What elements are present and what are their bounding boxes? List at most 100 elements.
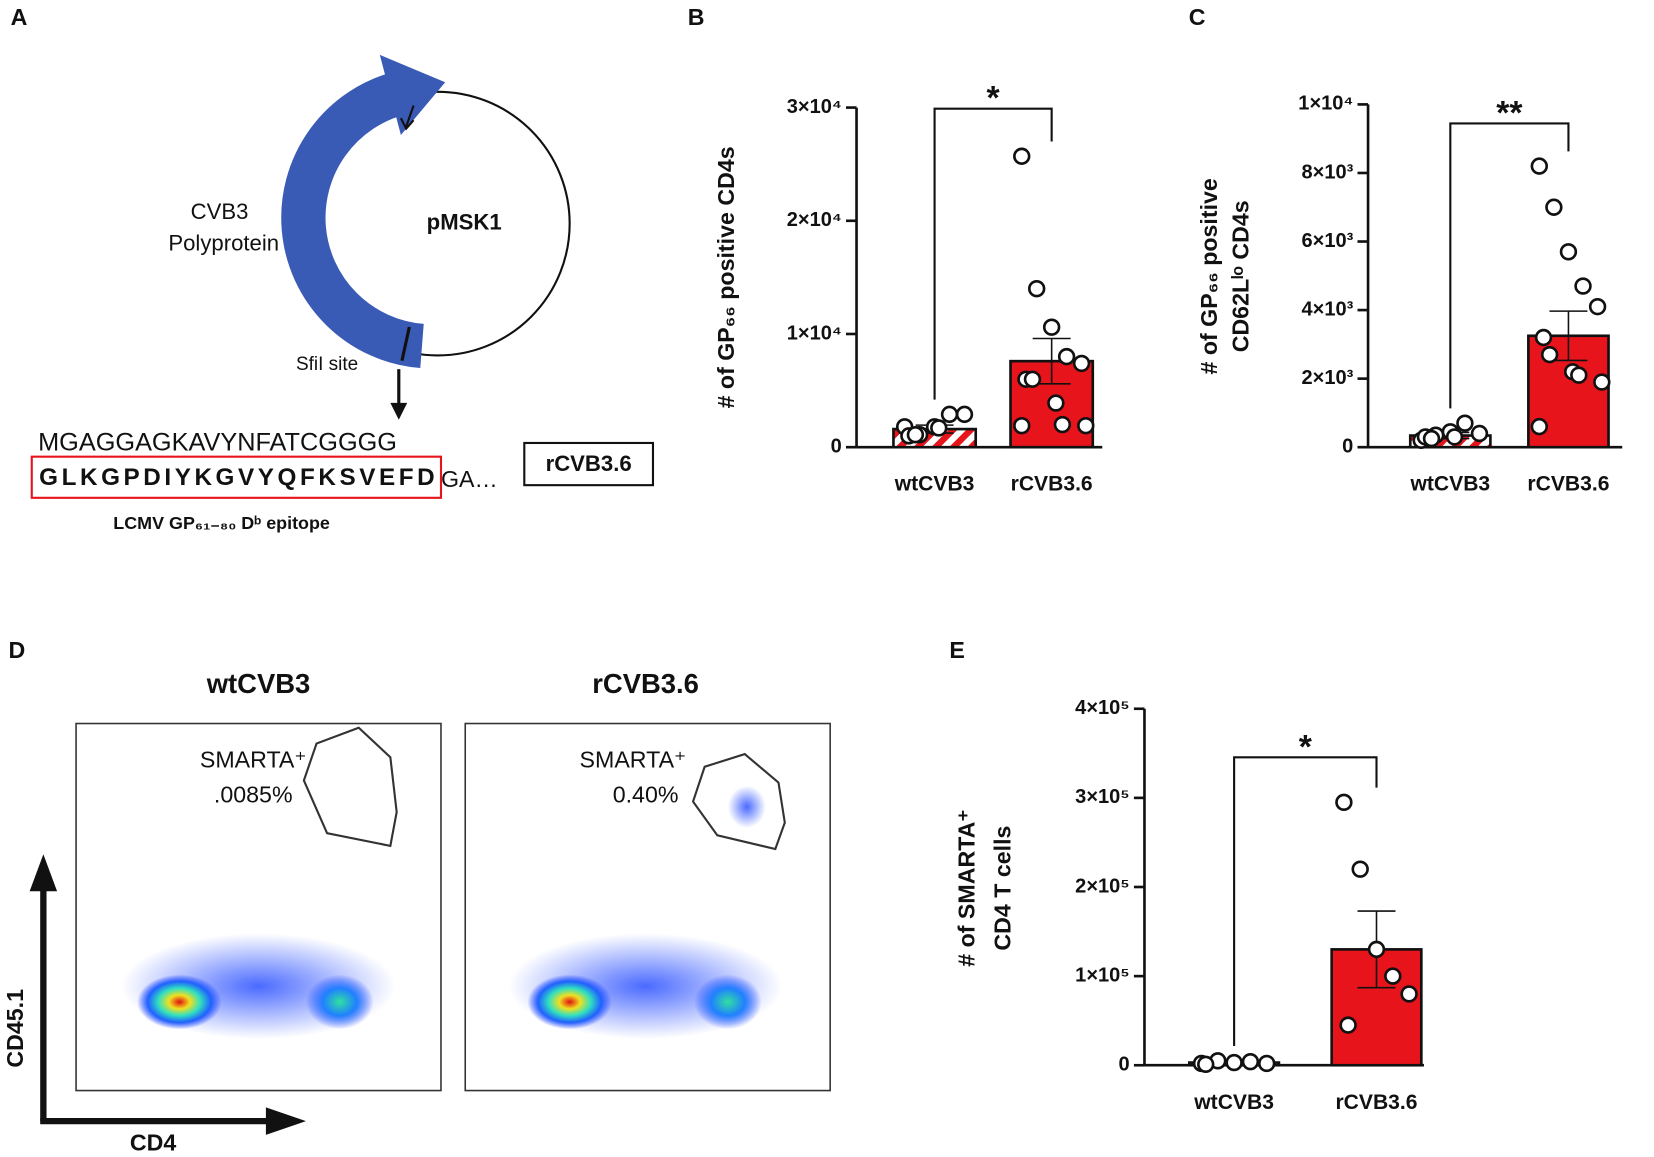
y-tick-label: 1×10⁴	[1298, 93, 1353, 115]
y-tick-label: 3×10⁴	[787, 96, 842, 118]
density-peak	[305, 974, 374, 1030]
data-point	[1422, 429, 1441, 448]
data-point	[1023, 370, 1042, 388]
data-point	[1540, 345, 1559, 364]
y-tick-label: 0	[831, 435, 842, 457]
plot-title: wtCVB3	[206, 668, 311, 699]
significance: *	[1299, 728, 1313, 766]
data-point	[1367, 940, 1386, 959]
construct-box	[523, 441, 655, 487]
site-mark	[400, 326, 411, 362]
arrow-head	[379, 54, 446, 136]
y-tick-label: 1×10⁴	[787, 322, 842, 344]
site-arrow-head	[390, 402, 408, 420]
x-tick-label: wtCVB3	[894, 473, 975, 496]
density-peak	[694, 974, 762, 1030]
epitope-box	[30, 455, 443, 499]
y-tick-label: 4×10⁵	[1075, 697, 1130, 719]
data-point	[1053, 415, 1072, 434]
data-point	[1530, 417, 1549, 436]
polyprotein-arrow	[281, 71, 425, 369]
x-tick-label: wtCVB3	[1193, 1091, 1274, 1114]
y-tick-label: 2×10⁴	[787, 209, 842, 231]
epitope-caption: LCMV GP₆₁₋₈₀ Dᵇ epitope	[113, 513, 330, 533]
arrow-label: Polyprotein	[168, 231, 279, 256]
data-point	[1258, 1054, 1276, 1073]
data-point	[1339, 1016, 1357, 1034]
panel-label: D	[9, 637, 26, 663]
y-tick-label: 6×10³	[1302, 230, 1354, 252]
gate-value: .0085%	[214, 781, 293, 807]
plasmid-name: pMSK1	[427, 209, 502, 234]
data-point	[1027, 280, 1046, 298]
data-point	[1400, 985, 1418, 1003]
y-axis-label: CD4 T cells	[989, 826, 1015, 951]
significance: *	[987, 79, 1001, 117]
data-point	[1335, 793, 1353, 812]
y-tick-label: 0	[1119, 1054, 1130, 1076]
data-point	[1013, 147, 1031, 165]
gate-label: SMARTA⁺	[580, 747, 687, 773]
data-point	[1225, 1053, 1243, 1072]
density-peak	[137, 974, 222, 1030]
significance: **	[1496, 94, 1523, 132]
data-point	[940, 405, 959, 424]
epitope: GLKGPDIYKGVYQFKSVEFD	[39, 464, 435, 491]
data-point	[1072, 354, 1091, 373]
data-point	[1077, 416, 1095, 435]
data-point	[1057, 347, 1076, 366]
data-point	[1593, 373, 1611, 391]
y-tick-label: 2×10³	[1302, 367, 1354, 389]
gate-value: 0.40%	[613, 781, 679, 807]
data-point	[1574, 277, 1592, 295]
panel-label: C	[1189, 4, 1206, 30]
data-point	[1384, 967, 1402, 985]
arrow-label: CVB3	[191, 199, 249, 224]
panel-label: E	[949, 637, 964, 663]
construct-label: rCVB3.6	[546, 451, 632, 476]
data-point	[1530, 157, 1549, 175]
data-point	[1570, 366, 1588, 384]
data-point	[1042, 318, 1061, 336]
data-point	[1456, 414, 1474, 432]
x-tick-label: rCVB3.6	[1335, 1091, 1417, 1114]
x-tick-label: rCVB3.6	[1527, 473, 1609, 496]
gate	[302, 726, 398, 848]
data-point	[906, 426, 925, 444]
data-point	[1545, 198, 1563, 216]
panel-label: B	[688, 4, 705, 30]
y-tick-label: 2×10⁵	[1075, 875, 1130, 897]
y-tick-label: 0	[1342, 435, 1353, 457]
x-tick-label: wtCVB3	[1410, 473, 1491, 496]
data-point	[1351, 860, 1369, 878]
y-axis-label: # of SMARTA⁺	[953, 809, 979, 966]
plot-title: rCVB3.6	[592, 668, 699, 699]
panel-label: A	[11, 4, 28, 30]
y-tick-label: 1×10⁵	[1075, 964, 1130, 986]
gate-label: SMARTA⁺	[200, 747, 307, 773]
density-peak	[527, 974, 612, 1030]
significance-bracket	[1449, 122, 1570, 409]
gate	[691, 752, 786, 851]
y-tick-label: 8×10³	[1302, 161, 1354, 183]
y-axis-label: CD62Lˡᵒ CD4s	[1228, 200, 1254, 352]
axis-arrow-head	[265, 1107, 306, 1135]
y-tick-label: 4×10³	[1302, 298, 1354, 320]
data-point	[1013, 416, 1031, 435]
small-arrow	[399, 105, 415, 131]
y-axis-label: # of GP₆₆ positive	[1196, 178, 1222, 374]
x-axis-label: CD4	[130, 1129, 176, 1155]
x-tick-label: rCVB3.6	[1011, 473, 1093, 496]
y-tick-label: 3×10⁵	[1075, 786, 1130, 808]
gate-cluster	[727, 785, 766, 828]
significance-bracket	[1233, 756, 1378, 1047]
data-point	[1588, 297, 1607, 316]
significance-bracket	[933, 107, 1053, 400]
data-point	[1559, 243, 1578, 261]
data-point	[1445, 428, 1464, 446]
data-point	[1241, 1052, 1260, 1071]
data-point	[1470, 424, 1489, 443]
axis-arrow-head	[29, 854, 58, 892]
y-axis-label: # of GP₆₆ positive CD4s	[713, 146, 739, 408]
